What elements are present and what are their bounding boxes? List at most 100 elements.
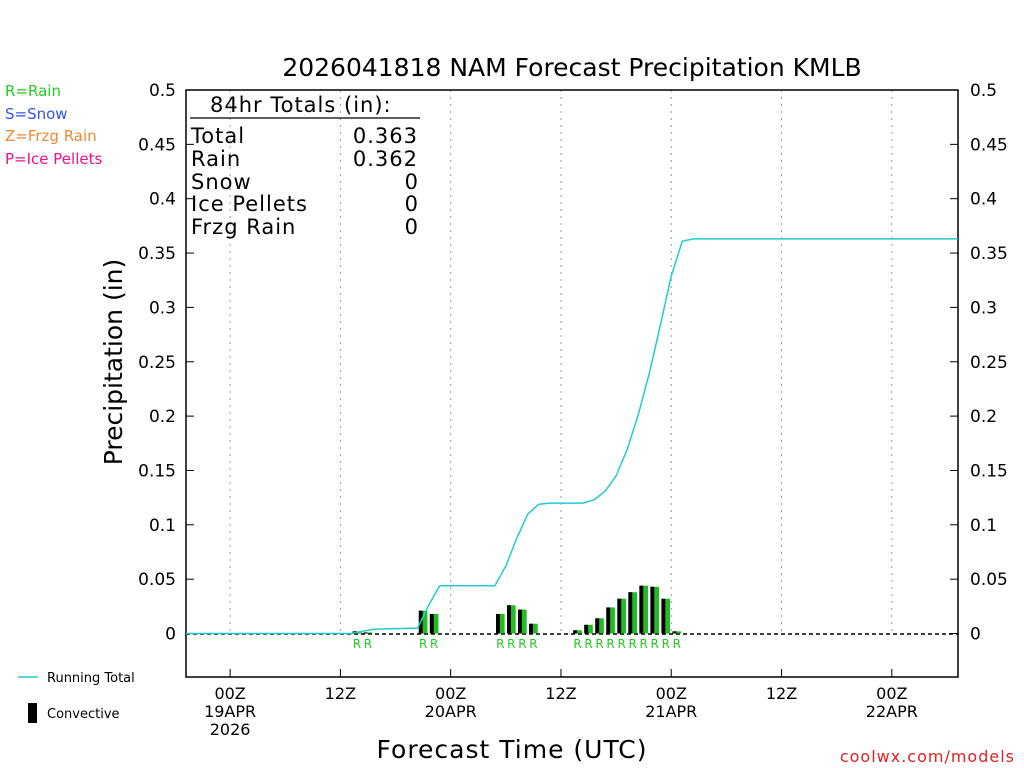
precip-bar-7 [529, 623, 538, 634]
y-tick-label-left-5: 0.25 [138, 353, 176, 373]
precip-bar-rain-7 [529, 623, 538, 634]
y-tick-label-right-3: 0.15 [970, 461, 1008, 481]
precip-bar-convective-10 [595, 618, 600, 634]
precip-bar-rain-10 [595, 618, 604, 634]
legend-rain: R=Rain [5, 82, 61, 100]
y-tick-label-right-6: 0.3 [970, 298, 997, 318]
precip-bar-12 [617, 598, 626, 634]
precip-type-label-6: R [518, 637, 526, 651]
vertical-gridlines [229, 90, 893, 634]
precip-type-label-14: R [640, 637, 648, 651]
y-axis-title: Precipitation (in) [99, 259, 128, 466]
precip-bar-rain-8 [573, 630, 582, 634]
y-tick-label-right-2: 0.1 [970, 516, 997, 536]
precip-type-label-3: R [430, 637, 438, 651]
y-tick-label-left-3: 0.15 [138, 461, 176, 481]
totals-value-ice-pellets: 0 [405, 192, 418, 216]
y-tick-label-right-1: 0.05 [970, 570, 1008, 590]
x-tick-label-5-0: 12Z [766, 684, 797, 703]
precip-bar-9 [584, 624, 593, 634]
legend-ice-pellets: P=Ice Pellets [5, 150, 102, 168]
y-ticks-right: 0 0.05 0.1 0.15 0.2 0.25 0.3 0.35 0.4 0.45 0.5 [950, 81, 1008, 645]
precip-type-label-12: R [617, 637, 625, 651]
y-tick-label-right-0: 0 [970, 625, 981, 645]
precip-type-label-10: R [595, 637, 603, 651]
series-legend: Running Total Convective [18, 671, 135, 723]
x-tick-label-0-2: 2026 [210, 720, 251, 739]
precip-type-label-13: R [628, 637, 636, 651]
type-legend: R=Rain S=Snow Z=Frzg Rain P=Ice Pellets [5, 82, 102, 168]
precip-bar-convective-11 [606, 607, 611, 634]
precip-bar-rain-1 [363, 632, 373, 634]
y-ticks-left: 0 0.05 0.1 0.15 0.2 0.25 0.3 0.35 0.4 0.45 0.5 [138, 81, 194, 645]
precip-bar-rain-11 [606, 607, 615, 634]
precip-bar-17 [672, 631, 682, 634]
precip-bars [352, 585, 682, 634]
x-tick-label-4-0: 00Z [656, 684, 687, 703]
site-credit: coolwx.com/models [840, 747, 1015, 766]
y-tick-label-left-0: 0 [165, 625, 176, 645]
precip-type-label-7: R [529, 637, 537, 651]
plot-frame [185, 89, 959, 678]
precip-type-label-16: R [662, 637, 670, 651]
convective-legend-label: Convective [47, 707, 120, 722]
precip-bar-convective-4 [496, 613, 500, 634]
precip-bar-rain-4 [496, 613, 505, 634]
x-tick-label-2-1: 20APR [425, 702, 477, 721]
precip-bar-rain-5 [507, 605, 516, 634]
x-tick-label-0-1: 19APR [204, 702, 256, 721]
x-tick-label-2-0: 00Z [435, 684, 466, 703]
precip-type-label-15: R [651, 637, 659, 651]
precip-bar-convective-1 [363, 632, 368, 634]
precip-bar-6 [518, 609, 527, 634]
legend-snow: S=Snow [5, 105, 68, 123]
totals-value-snow: 0 [405, 170, 418, 194]
running-total-line [186, 238, 958, 635]
y-tick-label-left-6: 0.3 [149, 298, 176, 318]
totals-label-snow: Snow [191, 170, 252, 194]
totals-label-ice-pellets: Ice Pellets [191, 192, 308, 216]
precip-bar-convective-7 [529, 623, 533, 634]
precip-bar-convective-13 [628, 592, 633, 634]
precip-bar-rain-16 [661, 598, 671, 634]
precip-bar-rain-17 [672, 631, 682, 634]
precip-type-label-4: R [496, 637, 504, 651]
y-tick-label-left-2: 0.1 [149, 516, 176, 536]
precip-bar-convective-6 [518, 609, 522, 634]
precip-bar-rain-12 [617, 598, 626, 634]
y-tick-label-left-10: 0.5 [149, 81, 176, 101]
x-tick-label-6-1: 22APR [866, 702, 918, 721]
y-tick-label-right-7: 0.35 [970, 244, 1008, 264]
y-tick-label-right-10: 0.5 [970, 81, 997, 101]
precip-bar-convective-15 [650, 586, 655, 634]
y-tick-label-left-9: 0.45 [138, 135, 176, 155]
totals-value-frzg-rain: 0 [405, 215, 418, 239]
precip-bar-5 [507, 605, 516, 634]
legend-frzg-rain: Z=Frzg Rain [5, 127, 97, 145]
totals-box: 84hr Totals (in): Total 0.363 Rain 0.362… [190, 93, 420, 239]
precip-bar-rain-14 [639, 585, 648, 634]
precip-bar-convective-16 [661, 598, 666, 634]
precip-bar-convective-17 [672, 631, 677, 634]
x-axis-title: Forecast Time (UTC) [377, 735, 648, 764]
precip-bar-convective-12 [617, 598, 622, 634]
y-tick-label-left-4: 0.2 [149, 407, 176, 427]
precip-bar-10 [595, 618, 604, 634]
precip-bar-rain-3 [429, 613, 439, 634]
precip-type-label-0: R [353, 637, 361, 651]
precip-bar-11 [606, 607, 615, 634]
precip-bar-15 [650, 586, 660, 634]
precip-bar-16 [661, 598, 671, 634]
chart-title: 2026041818 NAM Forecast Precipitation KM… [282, 53, 861, 82]
precip-bar-8 [573, 630, 582, 634]
y-tick-label-right-8: 0.4 [970, 190, 997, 210]
precip-type-label-9: R [584, 637, 592, 651]
precip-type-label-1: R [364, 637, 372, 651]
y-tick-label-right-4: 0.2 [970, 407, 997, 427]
convective-legend-swatch [28, 703, 37, 723]
precip-type-label-17: R [673, 637, 681, 651]
precip-bar-1 [363, 632, 373, 634]
